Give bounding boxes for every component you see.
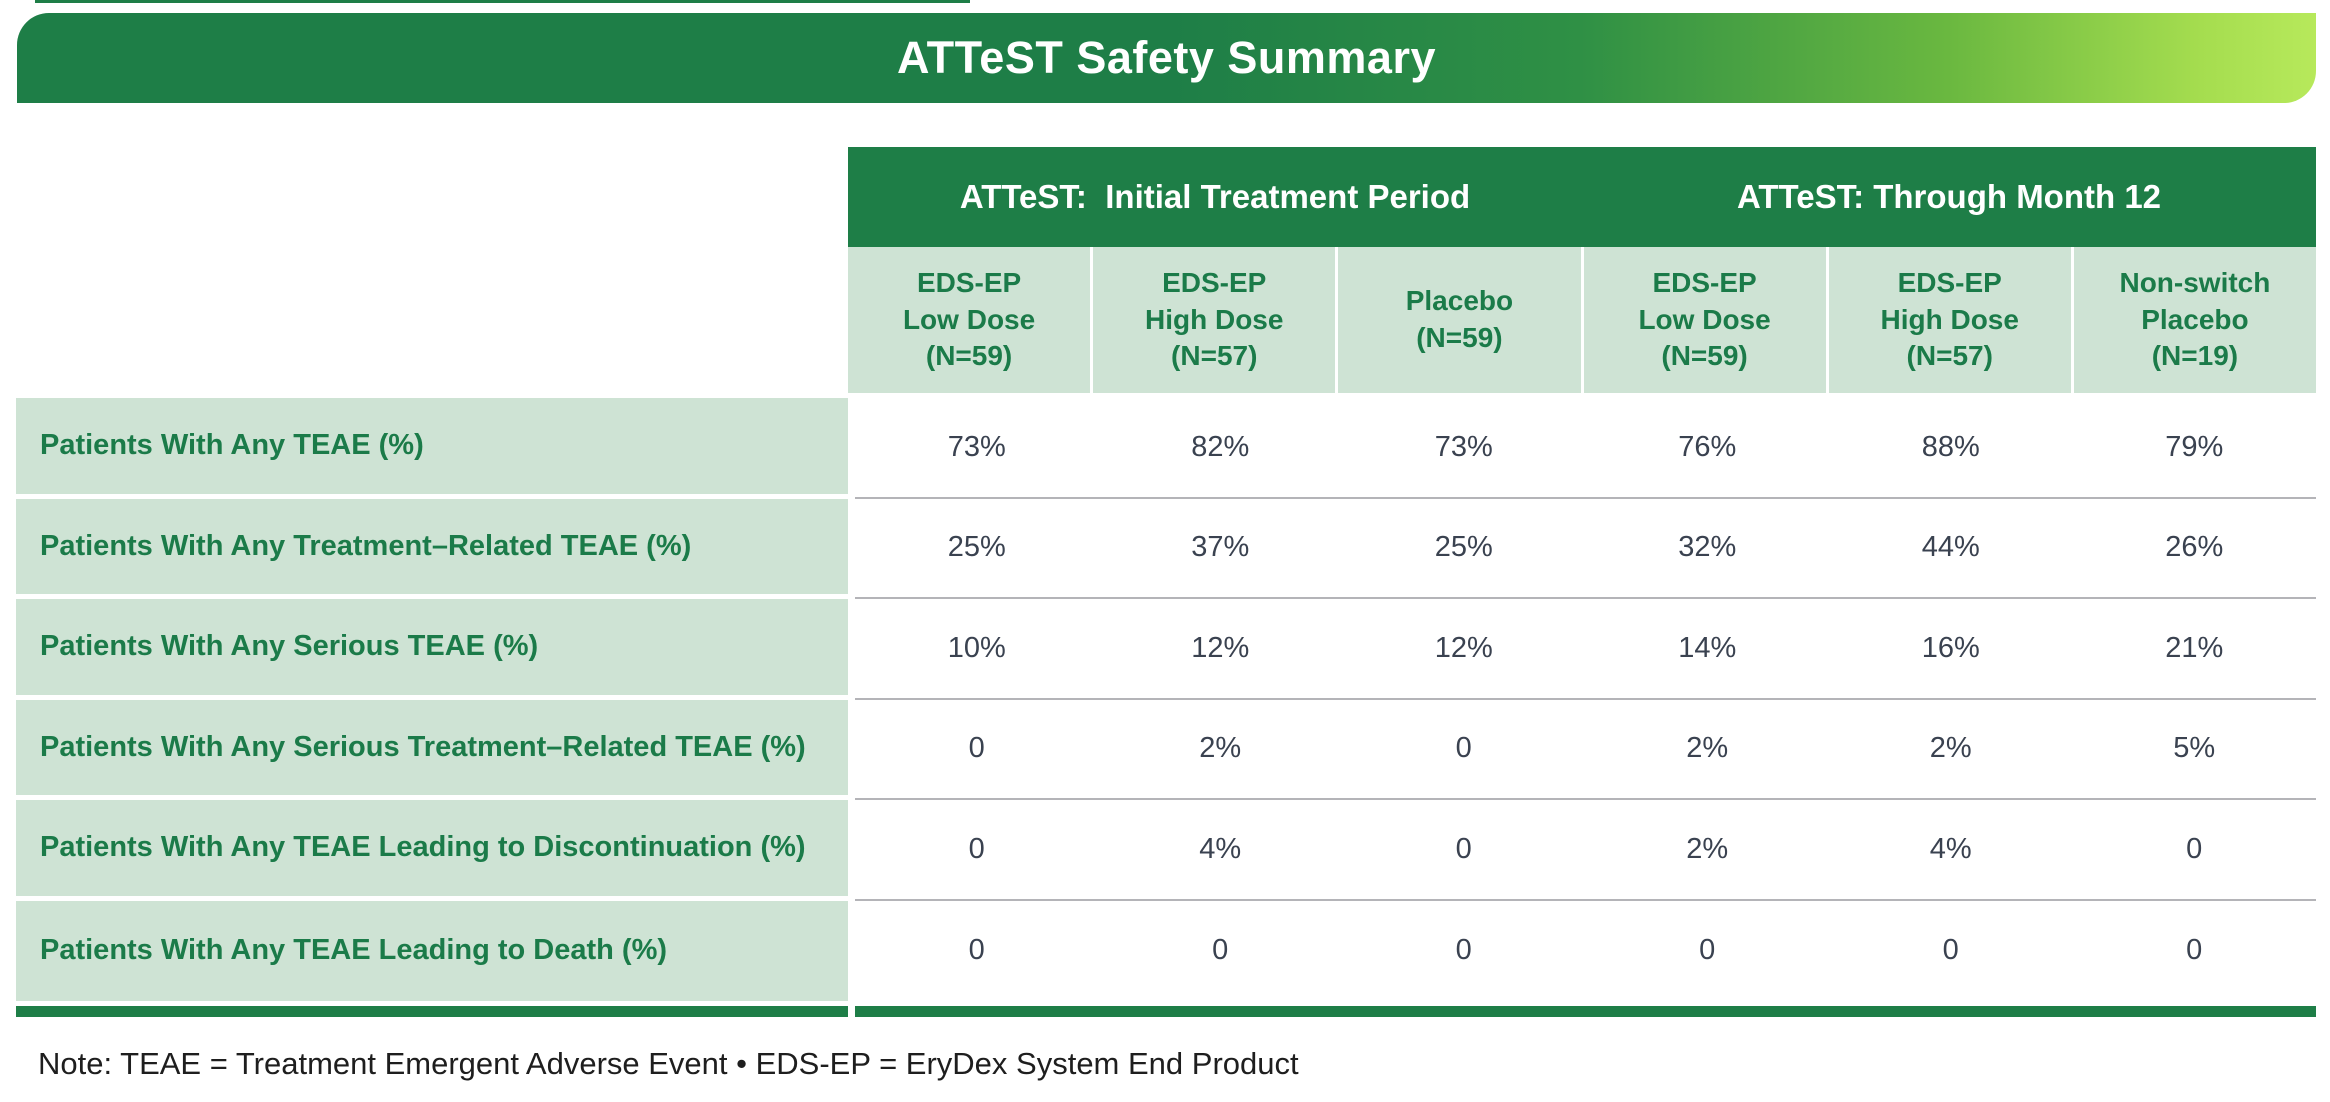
value-cell: 73% (1342, 398, 1586, 499)
value-cell: 10% (855, 599, 1099, 700)
value-cell: 12% (1098, 599, 1342, 700)
value-cell: 2% (1098, 699, 1342, 800)
value-cell: 14% (1585, 599, 1829, 700)
value-cell: 32% (1585, 498, 1829, 599)
label-column-gap (848, 900, 855, 1001)
column-header-1: EDS-EP Low Dose (N=59) (848, 247, 1091, 393)
value-cell: 82% (1098, 398, 1342, 499)
column-header-5: EDS-EP High Dose (N=57) (1828, 247, 2071, 393)
value-cell: 44% (1829, 498, 2073, 599)
value-cell: 0 (1342, 800, 1586, 901)
page-title: ATTeST Safety Summary (897, 32, 1436, 83)
value-cell: 37% (1098, 498, 1342, 599)
top-edge-line (35, 0, 970, 3)
value-cell: 25% (1342, 498, 1586, 599)
value-cell: 26% (2072, 498, 2316, 599)
label-column-gap (848, 699, 855, 800)
group-header-row: ATTeST: Initial Treatment Period ATTeST:… (848, 147, 2316, 247)
row-label: Patients With Any TEAE (%) (16, 398, 848, 499)
row-label: Patients With Any TEAE Leading to Discon… (16, 800, 848, 901)
table-bottom-bar-right (855, 1006, 2316, 1017)
value-cell: 2% (1585, 699, 1829, 800)
row-label: Patients With Any Treatment–Related TEAE… (16, 498, 848, 599)
safety-table-body: Patients With Any TEAE (%) 73% 82% 73% 76% 88… (16, 398, 2316, 1001)
value-cell: 25% (855, 498, 1099, 599)
row-label: Patients With Any TEAE Leading to Death … (16, 900, 848, 1001)
column-header-4: EDS-EP Low Dose (N=59) (1583, 247, 1826, 393)
value-cell: 0 (1342, 900, 1586, 1001)
column-header-6: Non-switch Placebo (N=19) (2073, 247, 2316, 393)
label-column-gap (848, 599, 855, 700)
value-cell: 0 (1829, 900, 2073, 1001)
value-cell: 73% (855, 398, 1099, 499)
row-label: Patients With Any Serious TEAE (%) (16, 599, 848, 700)
value-cell: 12% (1342, 599, 1586, 700)
value-cell: 5% (2072, 699, 2316, 800)
column-header-row: EDS-EP Low Dose (N=59) EDS-EP High Dose (… (848, 247, 2316, 393)
value-cell: 0 (1342, 699, 1586, 800)
value-cell: 16% (1829, 599, 2073, 700)
value-cell: 88% (1829, 398, 2073, 499)
value-cell: 21% (2072, 599, 2316, 700)
group-header-initial-treatment-period: ATTeST: Initial Treatment Period (959, 178, 1471, 215)
value-cell: 2% (1829, 699, 2073, 800)
value-cell: 0 (855, 800, 1099, 901)
value-cell: 0 (855, 900, 1099, 1001)
footnote: Note: TEAE = Treatment Emergent Adverse … (38, 1046, 1299, 1081)
value-cell: 0 (1098, 900, 1342, 1001)
label-column-gap (848, 800, 855, 901)
column-header-2: EDS-EP High Dose (N=57) (1093, 247, 1336, 393)
value-cell: 2% (1585, 800, 1829, 901)
value-cell: 0 (2072, 900, 2316, 1001)
value-cell: 76% (1585, 398, 1829, 499)
value-cell: 4% (1098, 800, 1342, 901)
title-banner: ATTeST Safety Summary (17, 13, 2316, 103)
value-cell: 79% (2072, 398, 2316, 499)
value-cell: 0 (2072, 800, 2316, 901)
column-header-3: Placebo (N=59) (1338, 247, 1581, 393)
label-column-gap (848, 398, 855, 499)
label-column-gap (848, 498, 855, 599)
value-cell: 0 (855, 699, 1099, 800)
table-bottom-bar-left (16, 1006, 848, 1017)
group-header-through-month-12: ATTeST: Through Month 12 (1736, 178, 2162, 215)
row-label: Patients With Any Serious Treatment–Rela… (16, 699, 848, 800)
value-cell: 4% (1829, 800, 2073, 901)
value-cell: 0 (1585, 900, 1829, 1001)
